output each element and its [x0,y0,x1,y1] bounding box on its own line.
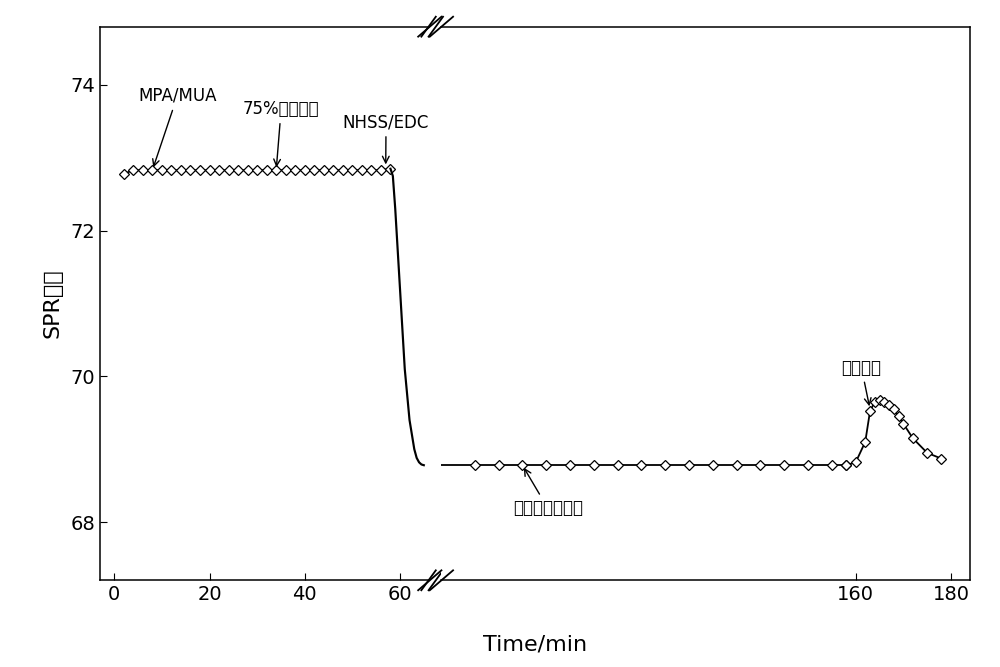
Text: NHSS/EDC: NHSS/EDC [343,113,429,163]
Text: 纤维素酶: 纤维素酶 [841,359,881,405]
Text: 75%乙醇冲洗: 75%乙醇冲洗 [243,100,319,166]
Text: 磷酸缓冲液冲洗: 磷酸缓冲液冲洗 [513,469,583,518]
Y-axis label: SPR角度: SPR角度 [42,269,62,338]
Text: MPA/MUA: MPA/MUA [138,87,217,166]
Text: Time/min: Time/min [483,634,587,654]
